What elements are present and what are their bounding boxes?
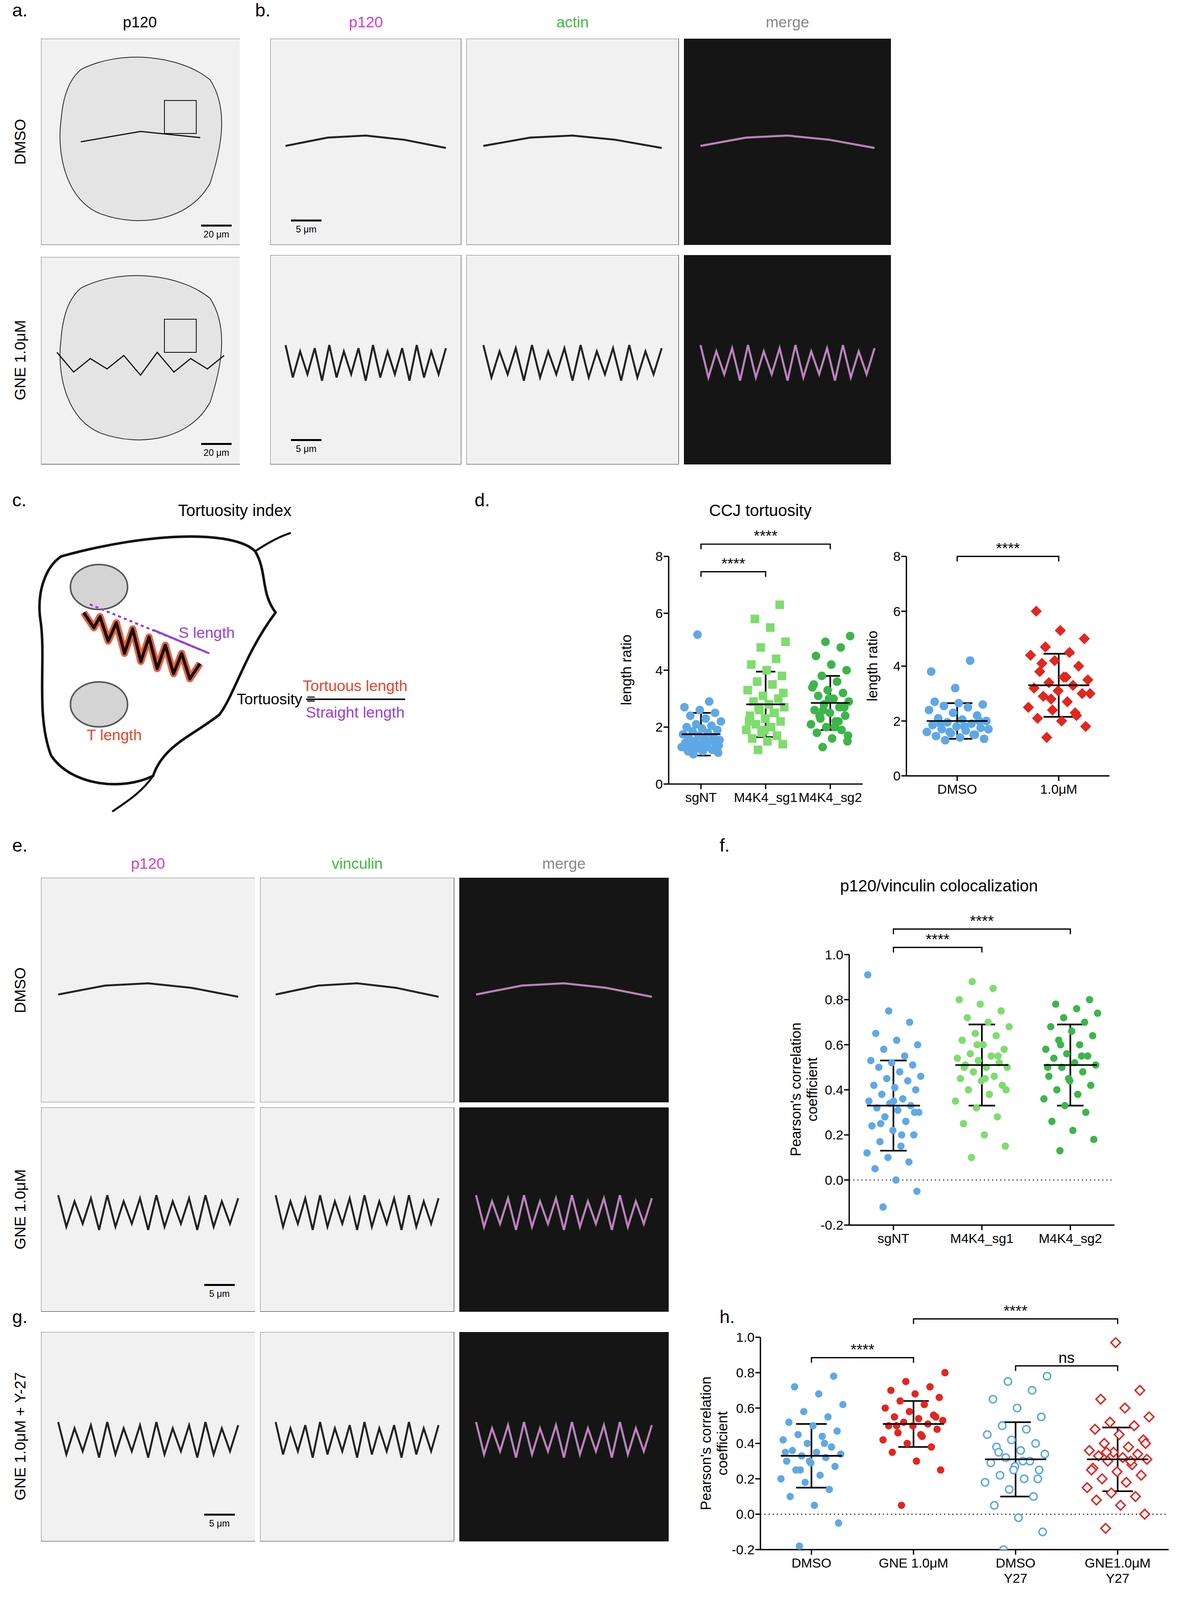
svg-text:T length: T length [86,726,142,743]
svg-text:8: 8 [892,548,901,564]
html-text:Pearson's correlation coeffici: Pearson's correlation coefficient [698,1376,731,1511]
svg-text:M4K4_sg1: M4K4_sg1 [950,1230,1014,1246]
html-text:d.: d. [474,489,490,511]
svg-text:6: 6 [892,603,901,619]
html-text:h.: h. [719,1306,735,1327]
svg-text:****: **** [925,930,950,948]
html-text:c.: c. [12,489,27,511]
svg-text:0.4: 0.4 [824,1082,844,1098]
html-text:20 μm: 20 μm [203,229,230,240]
svg-text:0.8: 0.8 [824,992,844,1007]
html-text:merge: merge [765,14,810,31]
html-text:length ratio: length ratio [618,634,635,706]
html-text:5 μm: 5 μm [209,1288,230,1300]
html-text:5 μm: 5 μm [295,443,317,454]
html-text:GNE 1.0μM: GNE 1.0μM [11,320,29,401]
svg-text:****: **** [850,1340,875,1358]
svg-text:****: **** [1003,1301,1028,1319]
html-text:20 μm: 20 μm [203,447,230,459]
html-text:merge: merge [542,855,586,872]
html-text:DMSO: DMSO [11,118,29,165]
html-text:p120/vinculin colocalization: p120/vinculin colocalization [840,876,1038,895]
svg-text:0.2: 0.2 [735,1471,755,1487]
html-text:p120: p120 [348,14,383,31]
svg-text:-0.2: -0.2 [820,1217,844,1233]
svg-text:Tortuous length: Tortuous length [302,677,408,695]
html-text:CCJ tortuosity: CCJ tortuosity [709,500,812,520]
svg-text:-0.2: -0.2 [731,1542,755,1557]
svg-text:2: 2 [892,713,901,729]
svg-text:0: 0 [655,776,663,792]
svg-text:GNE 1.0μM: GNE 1.0μM [878,1554,949,1570]
svg-text:1.0: 1.0 [824,946,844,962]
svg-text:0.4: 0.4 [735,1435,755,1451]
html-text:GNE 1.0μM: GNE 1.0μM [11,1169,29,1250]
html-text:5 μm: 5 μm [295,224,317,235]
svg-text:4: 4 [655,662,663,678]
svg-text:4: 4 [892,658,901,674]
html-text:length ratio: length ratio [864,630,881,702]
svg-text:DMSO: DMSO [937,781,977,797]
svg-text:1.0μM: 1.0μM [1040,781,1078,797]
html-text:f.: f. [719,834,730,856]
svg-text:0: 0 [892,768,901,784]
html-text:g.: g. [12,1306,28,1327]
html-text:a.: a. [12,0,28,21]
svg-text:****: **** [969,912,994,929]
html-text:GNE 1.0μM + Y-27: GNE 1.0μM + Y-27 [11,1371,29,1501]
svg-text:Tortuosity =: Tortuosity = [236,690,316,708]
svg-text:0.6: 0.6 [824,1037,844,1052]
svg-text:M4K4_sg2: M4K4_sg2 [798,789,862,805]
html-text:vinculin: vinculin [331,855,383,872]
html-text:actin: actin [556,14,589,31]
svg-text:sgNT: sgNT [685,789,717,805]
html-text:p120: p120 [122,14,157,31]
html-text:5 μm: 5 μm [209,1518,230,1529]
html-text:Tortuosity index: Tortuosity index [178,500,292,520]
html-text:e.: e. [12,834,28,856]
svg-text:1.0: 1.0 [735,1329,755,1345]
svg-text:6: 6 [655,605,663,621]
svg-text:M4K4_sg2: M4K4_sg2 [1038,1230,1102,1246]
svg-text:DMSO: DMSO [791,1554,832,1570]
html-text:p120: p120 [130,855,166,872]
svg-text:****: **** [753,527,778,545]
html-text:b.: b. [255,0,271,21]
svg-text:8: 8 [655,548,663,564]
svg-text:****: **** [996,539,1020,557]
svg-text:0.0: 0.0 [824,1172,844,1187]
svg-text:S length: S length [178,624,235,641]
svg-text:2: 2 [655,719,663,735]
html-text:DMSO: DMSO [11,967,29,1013]
html-text:Pearson's correlation coeffici: Pearson's correlation coefficient [787,1022,821,1157]
svg-text:ns: ns [1058,1348,1075,1366]
svg-text:M4K4_sg1: M4K4_sg1 [733,789,798,805]
svg-text:Straight length: Straight length [305,703,405,721]
svg-text:0.6: 0.6 [735,1400,755,1416]
svg-text:****: **** [721,554,746,572]
svg-text:0.8: 0.8 [735,1365,755,1380]
svg-text:DMSOY27: DMSOY27 [995,1554,1036,1586]
svg-text:0.0: 0.0 [735,1506,755,1522]
svg-text:GNE1.0μMY27: GNE1.0μMY27 [1084,1554,1151,1586]
svg-text:0.2: 0.2 [824,1127,844,1143]
svg-text:sgNT: sgNT [877,1230,910,1246]
